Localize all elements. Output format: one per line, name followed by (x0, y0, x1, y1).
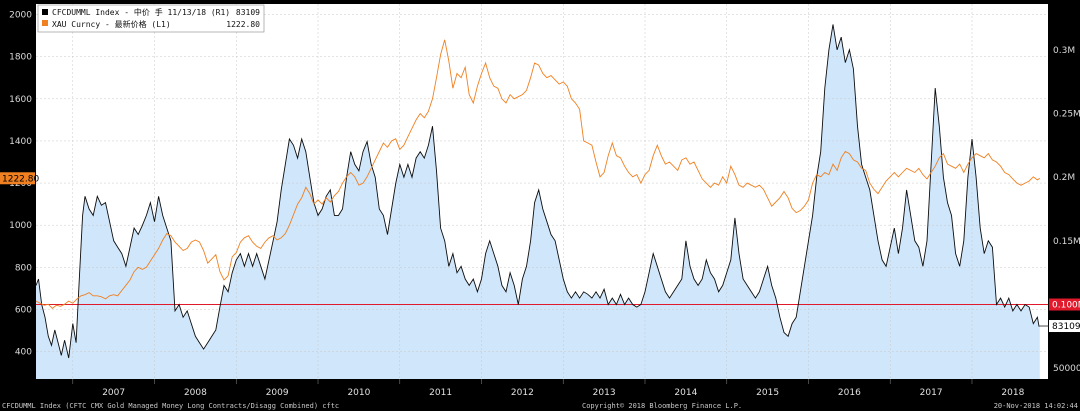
x-tick-label: 2017 (920, 388, 943, 398)
legend-value-xau: 1222.80 (226, 20, 260, 29)
footer: CFCDUMML Index (CFTC CMX Gold Managed Mo… (2, 402, 1078, 410)
y-right-tick-label: 0.3M (1053, 46, 1075, 56)
x-tick-label: 2013 (593, 388, 616, 398)
legend-value-cftc: 83109 (236, 8, 260, 17)
cftc-last-value-label: 83109 (1052, 322, 1080, 332)
x-tick-label: 2012 (511, 388, 534, 398)
legend-label-xau: XAU Curncy - 最新价格 (L1) (52, 19, 171, 29)
xau-series-line (35, 39, 1041, 310)
y-left-tick-label: 1400 (9, 137, 32, 147)
series-line-layer (35, 24, 1041, 359)
y-left-tick-label: 600 (15, 305, 32, 315)
y-right-tick-label: 0.25M (1053, 110, 1080, 120)
xau-last-value-label: 1222.80 (2, 174, 39, 184)
footer-timestamp: 20-Nov-2018 14:02:44 (994, 402, 1078, 410)
x-tick-label: 2007 (102, 388, 125, 398)
y-right-tick-label: 0.15M (1053, 237, 1080, 247)
x-tick-label: 2016 (838, 388, 861, 398)
y-left-tick-label: 800 (15, 263, 32, 273)
y-right-tick-label: 50000 (1053, 364, 1080, 374)
reference-line-label: 0.100M (1052, 301, 1080, 311)
y-right-tick-label: 0.2M (1053, 173, 1075, 183)
y-left-tick-label: 400 (15, 348, 32, 358)
x-axis: 2007 2008 2009 2010 2011 2012 2013 2014 2015 2016… (36, 379, 1048, 401)
gridlines (36, 4, 1048, 379)
axes: 400600800100012001400160018002000500000.… (0, 11, 1080, 374)
legend-swatch-cftc (42, 9, 48, 15)
x-tick-label: 2014 (674, 388, 697, 398)
reference-line-badge (1049, 298, 1080, 311)
legend-box (37, 4, 265, 33)
x-tick-label: 2015 (756, 388, 779, 398)
cftc-series-line (35, 24, 1040, 359)
x-tick-label: 2018 (1001, 388, 1024, 398)
xau-last-value-badge (0, 172, 35, 185)
x-tick-label: 2008 (184, 388, 207, 398)
footer-copyright: Copyright© 2018 Bloomberg Finance L.P. (582, 402, 742, 410)
cftc-area-fill (36, 24, 1040, 380)
y-left-tick-label: 2000 (9, 11, 32, 21)
cftc-last-value-badge (1049, 320, 1080, 333)
footer-source: CFCDUMML Index (CFTC CMX Gold Managed Mo… (2, 402, 339, 410)
x-axis-band (36, 379, 1048, 401)
x-tick-label: 2011 (429, 388, 452, 398)
x-tick-label: 2010 (347, 388, 370, 398)
legend: CFCDUMML Index - 中价 手 11/13/18 (R1) 8310… (37, 4, 265, 33)
y-left-tick-label: 1800 (9, 53, 32, 63)
y-left-tick-label: 1000 (9, 221, 32, 231)
x-tick-label: 2009 (266, 388, 289, 398)
legend-swatch-xau (42, 20, 48, 26)
legend-label-cftc: CFCDUMML Index - 中价 手 11/13/18 (R1) (52, 7, 230, 17)
cftc-area-layer (36, 24, 1040, 380)
y-left-tick-label: 1600 (9, 95, 32, 105)
